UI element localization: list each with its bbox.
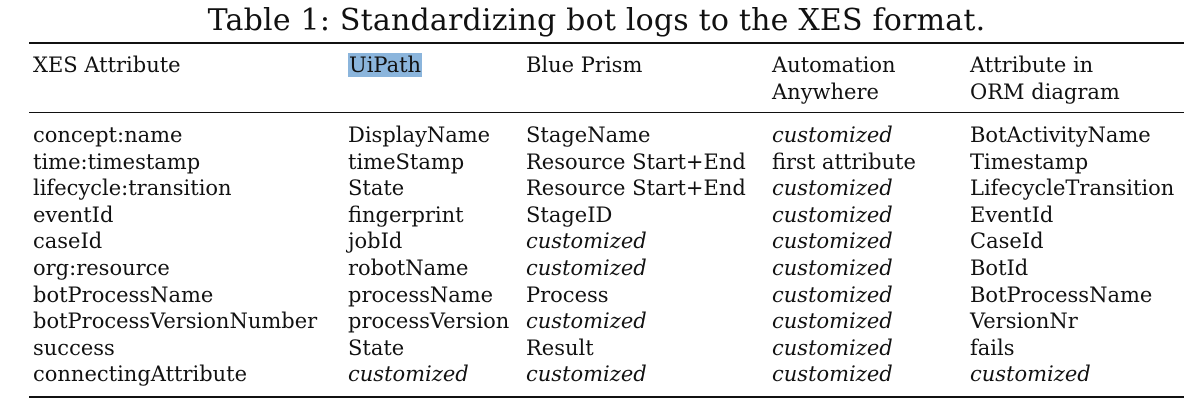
cell-uipath: customized <box>348 362 469 387</box>
header-aa-line2: Anywhere <box>772 80 879 104</box>
header-orm-line1: Attribute in <box>970 53 1094 77</box>
header-aa-line1: Automation <box>772 53 896 77</box>
cell-uipath: State <box>348 335 405 360</box>
header-xes-attribute: XES Attribute <box>33 53 181 77</box>
cell-automation-anywhere: customized <box>772 309 893 334</box>
cell-blue-prism: Resource Start+End <box>526 149 746 174</box>
header-blue-prism: Blue Prism <box>526 53 643 77</box>
cell-orm-attribute: BotProcessName <box>970 282 1153 307</box>
header-orm-line2: ORM diagram <box>970 80 1120 104</box>
cell-automation-anywhere: first attribute <box>772 149 916 174</box>
cell-xes-attribute: org:resource <box>33 256 170 280</box>
cell-uipath: DisplayName <box>348 123 491 147</box>
cell-orm-attribute: Timestamp <box>970 149 1089 174</box>
cell-blue-prism: customized <box>526 229 647 254</box>
cell-xes-attribute: time:timestamp <box>33 149 201 174</box>
bottom-rule <box>29 396 1184 398</box>
cell-uipath: timeStamp <box>348 149 465 174</box>
cell-blue-prism: customized <box>526 256 647 280</box>
cell-xes-attribute: botProcessVersionNumber <box>33 309 318 334</box>
cell-automation-anywhere: customized <box>772 282 893 307</box>
cell-automation-anywhere: customized <box>772 335 893 360</box>
cell-automation-anywhere: customized <box>772 229 893 254</box>
cell-orm-attribute: CaseId <box>970 229 1044 254</box>
cell-uipath: robotName <box>348 256 469 280</box>
cell-xes-attribute: caseId <box>33 229 103 254</box>
cell-uipath: processName <box>348 282 494 307</box>
cell-xes-attribute: lifecycle:transition <box>33 176 232 201</box>
cell-uipath: jobId <box>348 229 403 254</box>
cell-blue-prism: Result <box>526 335 594 360</box>
cell-blue-prism: customized <box>526 362 647 387</box>
cell-automation-anywhere: customized <box>772 202 893 227</box>
cell-orm-attribute: VersionNr <box>970 309 1078 334</box>
cell-blue-prism: customized <box>526 309 647 334</box>
cell-blue-prism: Resource Start+End <box>526 176 746 201</box>
cell-automation-anywhere: customized <box>772 256 893 280</box>
cell-xes-attribute: connectingAttribute <box>33 362 248 387</box>
cell-blue-prism: StageName <box>526 123 651 147</box>
cell-orm-attribute: BotId <box>970 256 1029 280</box>
cell-automation-anywhere: customized <box>772 176 893 201</box>
cell-xes-attribute: botProcessName <box>33 282 214 307</box>
cell-uipath: processVersion <box>348 309 510 334</box>
top-rule <box>29 42 1184 44</box>
header-orm-attribute: Attribute in ORM diagram <box>970 52 1120 106</box>
cell-automation-anywhere: customized <box>772 362 893 387</box>
header-uipath[interactable]: UiPath <box>348 52 423 79</box>
cell-automation-anywhere: customized <box>772 123 893 147</box>
cell-orm-attribute: customized <box>970 362 1091 387</box>
cell-orm-attribute: fails <box>970 335 1015 360</box>
header-rule <box>29 112 1184 113</box>
cell-orm-attribute: EventId <box>970 202 1054 227</box>
cell-uipath: State <box>348 176 405 201</box>
cell-xes-attribute: success <box>33 335 115 360</box>
table-caption: Table 1: Standardizing bot logs to the X… <box>207 3 986 38</box>
cell-uipath: fingerprint <box>348 202 464 227</box>
cell-xes-attribute: eventId <box>33 202 114 227</box>
cell-xes-attribute: concept:name <box>33 123 183 147</box>
cell-orm-attribute: LifecycleTransition <box>970 176 1175 201</box>
cell-blue-prism: StageID <box>526 202 613 227</box>
cell-blue-prism: Process <box>526 282 609 307</box>
header-automation-anywhere: Automation Anywhere <box>772 52 896 106</box>
cell-orm-attribute: BotActivityName <box>970 123 1151 147</box>
header-uipath-label[interactable]: UiPath <box>348 53 423 77</box>
